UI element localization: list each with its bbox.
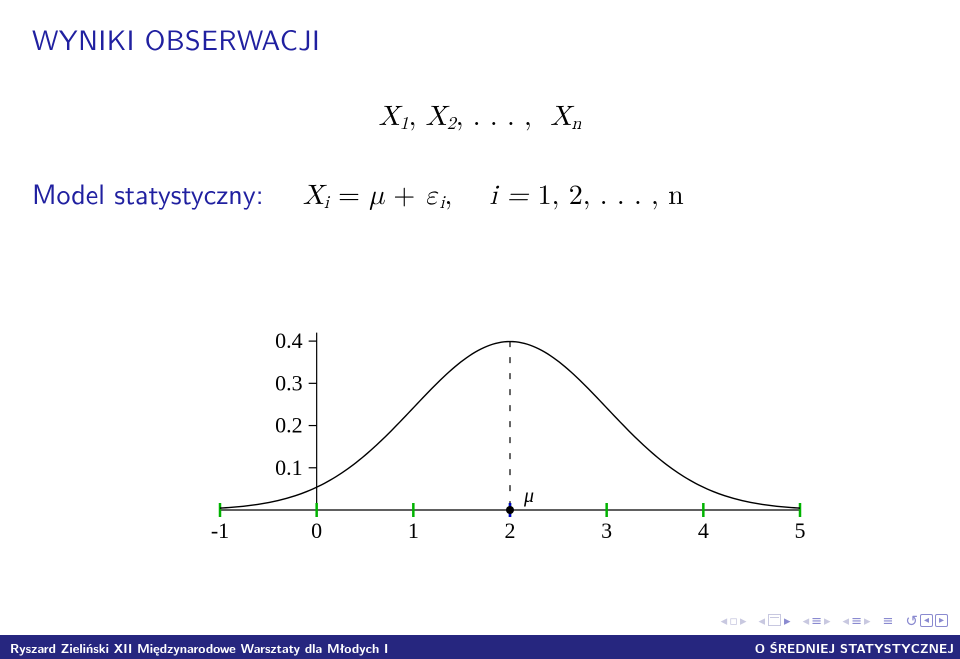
svg-text:μ: μ [523, 485, 534, 507]
nav-back-findforward[interactable]: ↺ ◂ ▸ [905, 609, 948, 631]
sub-2: 2 [447, 115, 456, 133]
footer-author: Ryszard Zieliński XII Międzynarodowe War… [10, 638, 388, 657]
beamer-nav: ◂ ▫ ▸ ◂ ▸ ◂ ≡ ▸ ◂ ≡ ▸ ≡ ↺ ◂ ▸ [721, 609, 948, 631]
nav-subsection-group[interactable]: ◂ ≡ ▸ [843, 611, 871, 630]
svg-text:4: 4 [698, 518, 709, 543]
nav-slide-icon: ▫ [729, 614, 738, 627]
nav-prev-slide-icon[interactable]: ◂ [721, 614, 728, 627]
model-i-eq: i = [489, 182, 537, 210]
var-xn-letter: X [550, 103, 571, 131]
nav-prev-subsection-icon[interactable]: ◂ [843, 614, 850, 627]
model-Xi: X [303, 182, 324, 210]
nav-next-frame-icon[interactable]: ▸ [784, 614, 791, 627]
svg-text:-1: -1 [211, 518, 229, 543]
svg-text:1: 1 [408, 518, 419, 543]
comma2: , [456, 103, 473, 131]
nav-search-next-icon[interactable]: ▸ [935, 614, 948, 627]
nav-search-prev-icon[interactable]: ◂ [920, 614, 933, 627]
sub-n: n [571, 115, 581, 133]
dots: . . . , [473, 103, 532, 131]
svg-text:0: 0 [311, 518, 322, 543]
sequence-expression: X1, X2, . . . , Xn [0, 100, 960, 135]
model-comma: , [444, 182, 452, 210]
chart-svg: -1 0 1 2 3 4 5 0.1 0.2 0.3 0.4 μ [150, 300, 810, 550]
footer-title: O ŚREDNIEJ STATYSTYCZNEJ [755, 638, 954, 657]
var-xn [541, 103, 550, 131]
var-x2: X [426, 103, 447, 131]
nav-slide-group[interactable]: ◂ ▫ ▸ [721, 614, 747, 627]
nav-section-icon: ≡ [811, 611, 822, 630]
svg-text:0.1: 0.1 [275, 455, 303, 480]
normal-pdf-chart: -1 0 1 2 3 4 5 0.1 0.2 0.3 0.4 μ [150, 300, 810, 550]
svg-text:0.4: 0.4 [275, 328, 303, 353]
nav-prev-frame-icon[interactable]: ◂ [759, 614, 766, 627]
model-eps: ε [424, 182, 439, 210]
svg-text:0.2: 0.2 [275, 413, 303, 438]
nav-next-slide-icon[interactable]: ▸ [740, 614, 747, 627]
model-seq: 1, 2, . . . , n [538, 182, 684, 210]
model-mu: μ [369, 182, 384, 210]
nav-circlearrow-icon[interactable]: ↺ [905, 609, 918, 631]
model-math: Xi = μ + εi, i = 1, 2, . . . , n [303, 182, 684, 210]
svg-text:2: 2 [505, 518, 516, 543]
model-plus: + [384, 182, 424, 210]
model-label: Model statystyczny: [32, 172, 263, 213]
model-line: Model statystyczny: Xi = μ + εi, i = 1, … [32, 172, 684, 214]
nav-next-subsection-icon[interactable]: ▸ [864, 614, 871, 627]
nav-frame-icon [768, 614, 781, 626]
slide-footer: Ryszard Zieliński XII Międzynarodowe War… [0, 635, 960, 659]
model-eq: = [329, 182, 369, 210]
nav-prev-section-icon[interactable]: ◂ [803, 614, 810, 627]
nav-section-group[interactable]: ◂ ≡ ▸ [803, 611, 831, 630]
svg-text:0.3: 0.3 [275, 370, 303, 395]
var-x1: X [379, 103, 400, 131]
svg-text:3: 3 [601, 518, 612, 543]
nav-frame-group[interactable]: ◂ ▸ [759, 614, 791, 627]
svg-text:5: 5 [795, 518, 806, 543]
slide-title: WYNIKI OBSERWACJI [32, 18, 320, 59]
nav-appendix-icon[interactable]: ≡ [883, 611, 894, 630]
nav-subsection-icon: ≡ [851, 611, 862, 630]
sub-1: 1 [400, 115, 409, 133]
comma1: , [409, 103, 426, 131]
nav-next-section-icon[interactable]: ▸ [824, 614, 831, 627]
